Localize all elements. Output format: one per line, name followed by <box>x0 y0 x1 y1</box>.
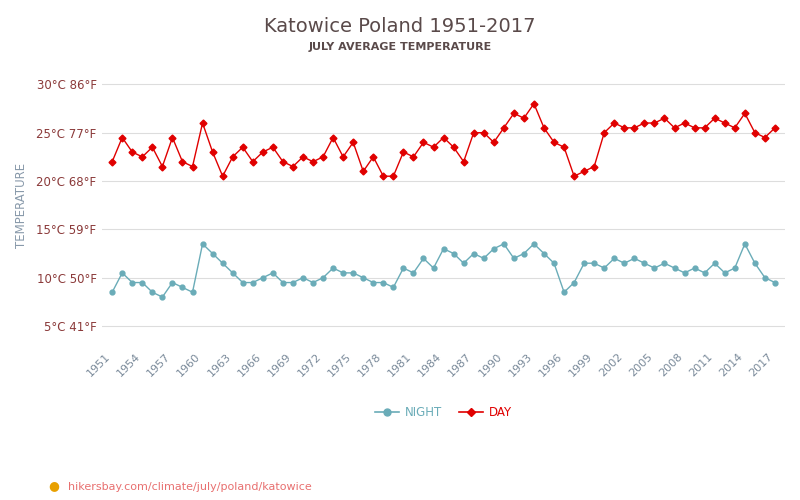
Legend: NIGHT, DAY: NIGHT, DAY <box>370 401 517 423</box>
Y-axis label: TEMPERATURE: TEMPERATURE <box>15 162 28 248</box>
Text: hikersbay.com/climate/july/poland/katowice: hikersbay.com/climate/july/poland/katowi… <box>68 482 312 492</box>
Text: Katowice Poland 1951-2017: Katowice Poland 1951-2017 <box>264 18 536 36</box>
Text: ●: ● <box>48 480 59 492</box>
Text: JULY AVERAGE TEMPERATURE: JULY AVERAGE TEMPERATURE <box>308 42 492 52</box>
